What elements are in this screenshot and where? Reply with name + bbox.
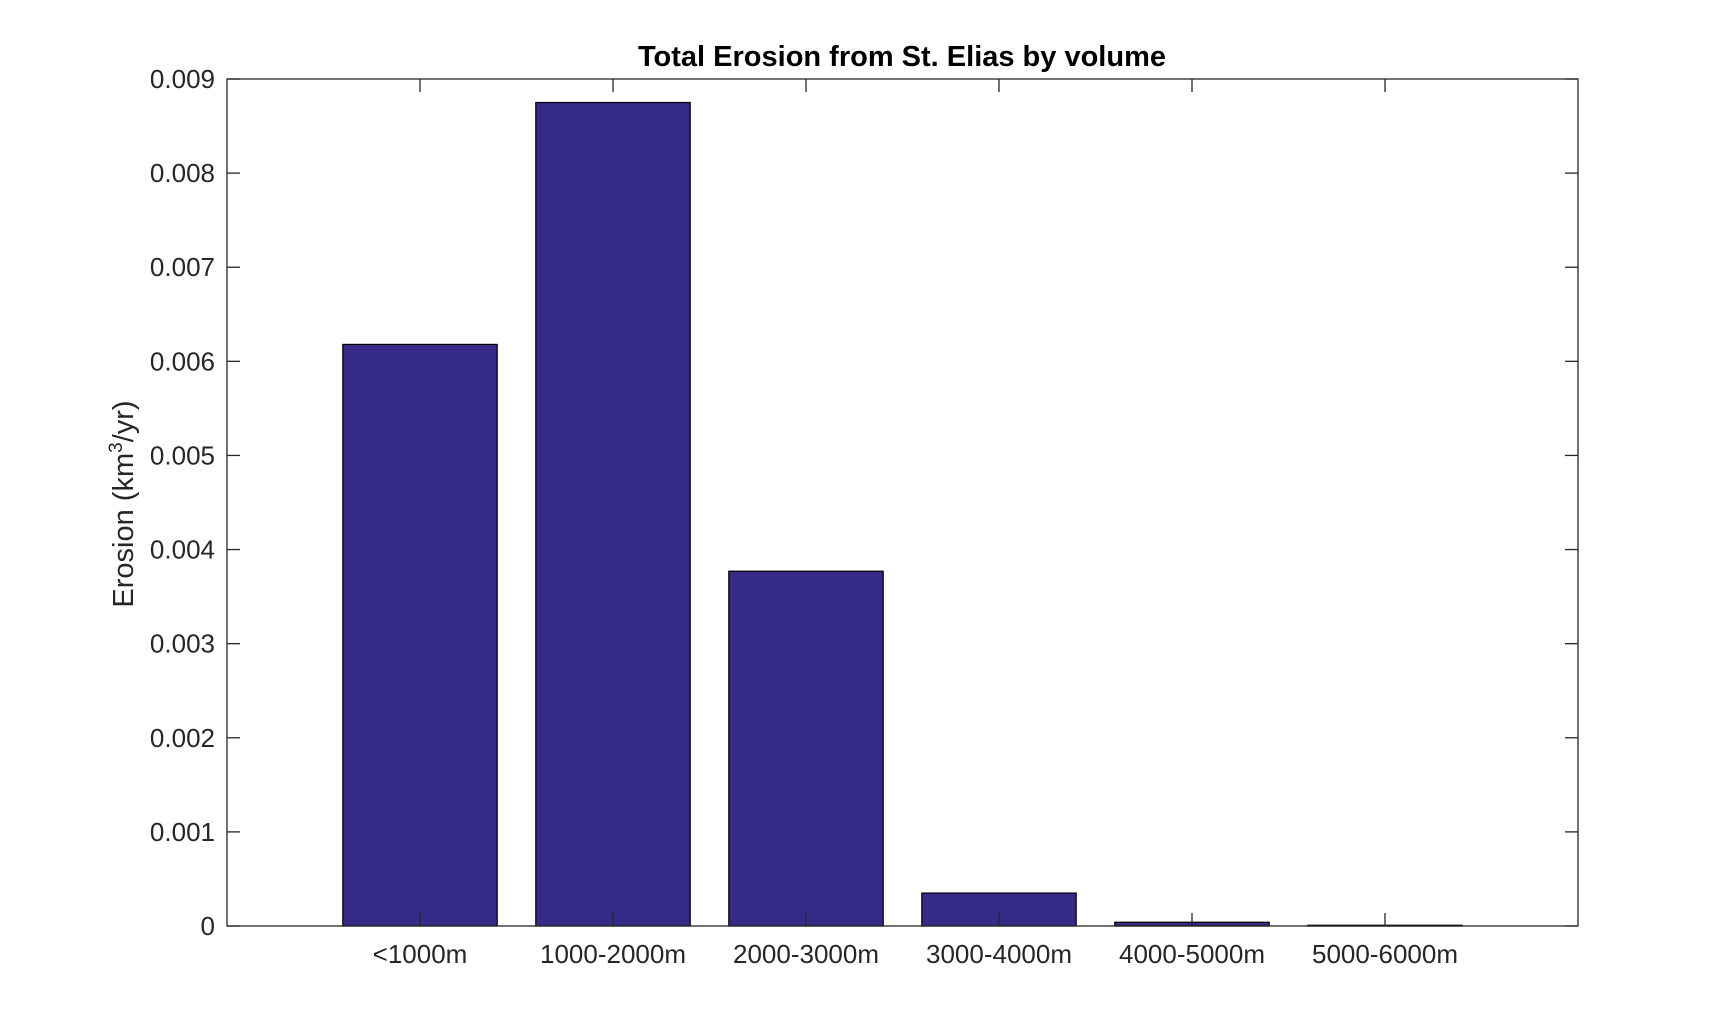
y-tick-label-8: 0.008 [150,158,215,188]
y-tick-label-6: 0.006 [150,346,215,376]
bar-2 [535,101,691,927]
y-axis-label-main: Erosion (km [108,453,140,608]
x-tick-label-1: 1000-2000m [540,939,686,969]
chart-title: Total Erosion from St. Elias by volume [638,41,1166,73]
y-tick-label-0: 0 [201,911,215,941]
svg-text:Erosion (km3/yr): Erosion (km3/yr) [106,400,140,607]
y-tick-label-4: 0.004 [150,535,215,565]
bar-1 [342,343,498,927]
ticks-layer: 0 0.001 0.002 0.003 0.004 0.005 0.006 0.007 0.00… [150,64,1578,969]
x-tick-label-2: 2000-3000m [733,939,879,969]
x-tick-label-3: 3000-4000m [926,939,1072,969]
y-tick-label-1: 0.001 [150,817,215,847]
y-axis-label-tail: /yr) [108,400,140,442]
x-tick-label-4: 4000-5000m [1119,939,1265,969]
y-axis-label: Erosion (km3/yr) [106,400,140,607]
x-tick-label-5: 5000-6000m [1312,939,1458,969]
y-tick-label-2: 0.002 [150,723,215,753]
y-tick-label-9: 0.009 [150,64,215,94]
bar-3 [728,570,884,927]
y-tick-label-3: 0.003 [150,629,215,659]
axes-layer [226,78,1579,927]
x-tick-label-0: <1000m [373,939,468,969]
bars-layer [342,101,1463,927]
plot-frame [226,78,1579,927]
y-tick-label-7: 0.007 [150,252,215,282]
y-axis-label-superscript: 3 [106,442,127,453]
y-tick-label-5: 0.005 [150,440,215,470]
